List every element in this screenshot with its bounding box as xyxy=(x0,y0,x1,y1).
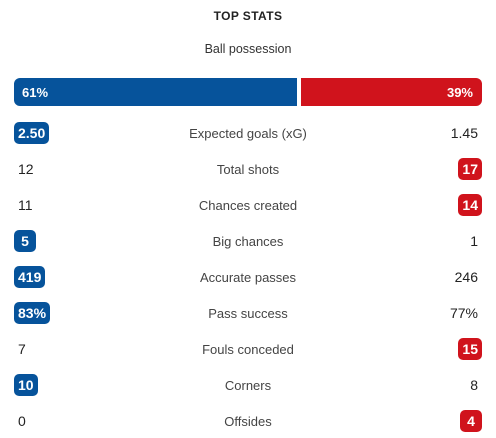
stat-home-value: 419 xyxy=(14,266,46,288)
stat-label: Offsides xyxy=(224,414,272,429)
stat-away-value: 1.45 xyxy=(450,125,478,141)
stat-label: Pass success xyxy=(208,306,288,321)
stat-row: Offsides 0 4 xyxy=(14,410,482,432)
possession-away-value: 39% xyxy=(446,84,473,100)
stat-label: Fouls conceded xyxy=(202,342,294,357)
stat-away-value: 77% xyxy=(449,305,478,321)
stat-row: Fouls conceded 7 15 xyxy=(14,338,482,360)
possession-away-segment: 39% xyxy=(301,78,482,106)
stat-row: Chances created 11 14 xyxy=(14,194,482,216)
stat-label: Big chances xyxy=(212,234,284,249)
stat-away-value: 17 xyxy=(458,158,482,180)
stat-row: Total shots 12 17 xyxy=(14,158,482,180)
stat-home-value: 12 xyxy=(18,161,34,177)
stat-away-value: 4 xyxy=(460,410,482,432)
stat-away-value: 246 xyxy=(454,269,478,285)
stat-home-value: 7 xyxy=(18,341,26,357)
stat-home-value: 0 xyxy=(18,413,26,429)
possession-home-segment: 61% xyxy=(14,78,297,106)
section-title: TOP STATS xyxy=(213,9,283,23)
stat-row: Expected goals (xG) 2.50 1.45 xyxy=(14,122,482,144)
stat-away-value: 1 xyxy=(470,233,478,249)
possession-bar: 61% 39% xyxy=(14,78,482,106)
stat-label: Accurate passes xyxy=(199,270,297,285)
stat-row: Corners 10 8 xyxy=(14,374,482,396)
stat-label: Corners xyxy=(224,378,272,393)
stat-home-value: 5 xyxy=(14,230,36,252)
stat-away-value: 15 xyxy=(458,338,482,360)
stat-home-value: 83% xyxy=(14,302,51,324)
stat-home-value: 10 xyxy=(14,374,38,396)
stat-away-value: 8 xyxy=(470,377,478,393)
stat-row: Pass success 83% 77% xyxy=(14,302,482,324)
stat-home-value: 11 xyxy=(18,197,33,213)
stat-row: Accurate passes 419 246 xyxy=(14,266,482,288)
possession-label: Ball possession xyxy=(204,42,292,56)
possession-home-value: 61% xyxy=(22,84,49,100)
stat-away-value: 14 xyxy=(458,194,482,216)
stat-label: Expected goals (xG) xyxy=(189,126,307,141)
stat-label: Total shots xyxy=(216,162,280,177)
stat-home-value: 2.50 xyxy=(14,122,50,144)
stat-label: Chances created xyxy=(198,198,298,213)
stat-row: Big chances 5 1 xyxy=(14,230,482,252)
